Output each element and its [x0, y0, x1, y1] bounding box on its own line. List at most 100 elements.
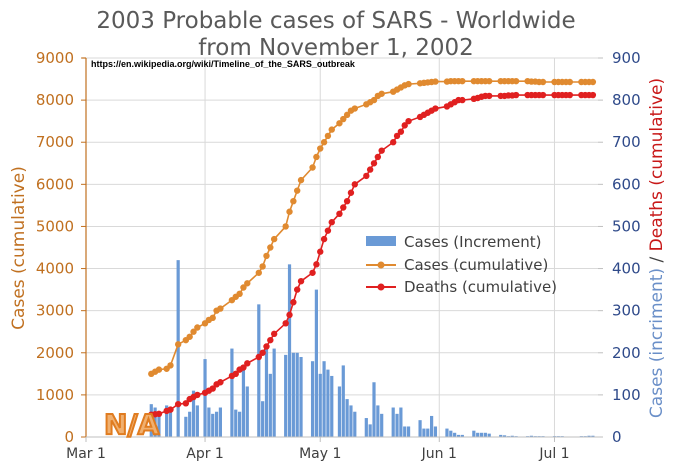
- increment-bar: [291, 352, 295, 437]
- deaths-cumulative-point: [340, 204, 347, 211]
- deaths-cumulative-point: [259, 349, 266, 356]
- increment-bar: [510, 435, 514, 437]
- deaths-cumulative-point: [397, 128, 405, 135]
- deaths-cumulative-point: [194, 391, 201, 399]
- right-tick-label: 200: [612, 344, 641, 362]
- right-tick-label: 500: [612, 217, 641, 235]
- deaths-cumulative-point: [539, 91, 547, 99]
- right-tick-label: 600: [612, 175, 641, 193]
- x-tick-label: Apr 1: [186, 446, 224, 462]
- right-tick-label: 0: [612, 428, 622, 446]
- increment-bar: [195, 405, 199, 437]
- deaths-cumulative-point: [351, 181, 358, 188]
- increment-bar: [238, 411, 242, 437]
- deaths-cumulative-point: [320, 235, 328, 243]
- increment-bar: [299, 356, 303, 437]
- deaths-cumulative-point: [155, 410, 163, 418]
- deaths-cumulative-point: [255, 353, 262, 361]
- increment-bar: [295, 352, 299, 437]
- deaths-cumulative-point: [309, 269, 316, 276]
- right-tick-label: 700: [612, 133, 641, 151]
- cases-cumulative-point: [194, 324, 201, 331]
- increment-bar: [330, 375, 334, 437]
- increment-bar: [230, 348, 234, 437]
- cases-cumulative-point: [236, 290, 243, 298]
- increment-bar: [214, 411, 219, 437]
- increment-bar: [426, 428, 430, 437]
- deaths-cumulative-point: [317, 248, 324, 255]
- legend-label-deaths: Deaths (cumulative): [404, 278, 557, 296]
- cases-cumulative-point: [282, 223, 289, 230]
- increment-bar: [176, 260, 180, 437]
- deaths-cumulative-point: [512, 91, 520, 99]
- cases-cumulative-line: [150, 80, 593, 375]
- source-url: https://en.wikipedia.org/wiki/Timeline_o…: [91, 59, 356, 69]
- left-tick-label: 3000: [36, 302, 74, 320]
- increment-bar: [326, 369, 330, 437]
- increment-bar: [168, 407, 173, 437]
- increment-bar: [403, 426, 407, 437]
- legend-label-cases: Cases (cumulative): [404, 256, 548, 274]
- cases-cumulative-point: [539, 78, 547, 86]
- deaths-cumulative-point: [240, 364, 247, 371]
- deaths-cumulative-point: [313, 261, 320, 268]
- right-axis-label-increment: Cases (incriment): [647, 268, 667, 418]
- right-axis-label-deaths: Deaths (cumulative): [647, 78, 667, 251]
- increment-bar: [445, 428, 449, 437]
- increment-bar: [284, 354, 288, 437]
- deaths-cumulative-point: [290, 299, 297, 306]
- cases-cumulative-point: [240, 284, 247, 291]
- increment-bar: [353, 411, 357, 437]
- increment-bar: [487, 433, 491, 437]
- right-axis-label-sep: /: [647, 251, 667, 268]
- chart-title-line1: 2003 Probable cases of SARS - Worldwide: [96, 8, 575, 34]
- cases-cumulative-point: [566, 78, 574, 86]
- deaths-cumulative-point: [244, 360, 251, 367]
- cases-cumulative-point: [255, 269, 262, 276]
- left-tick-label: 8000: [36, 91, 74, 109]
- increment-bar: [453, 432, 457, 437]
- increment-bar: [257, 304, 261, 437]
- increment-bar: [241, 369, 246, 437]
- deaths-cumulative-point: [232, 370, 239, 378]
- deaths-cumulative-point: [405, 117, 412, 125]
- left-tick-label: 4000: [36, 260, 74, 278]
- increment-bar: [322, 361, 326, 437]
- increment-bar: [149, 404, 153, 437]
- deaths-cumulative-point: [343, 197, 351, 205]
- increment-bar: [449, 430, 453, 437]
- increment-bar: [184, 416, 188, 437]
- cases-cumulative-point: [343, 111, 351, 119]
- increment-bar: [391, 407, 395, 437]
- increment-bar: [591, 435, 595, 437]
- cases-cumulative-point: [174, 341, 182, 348]
- increment-bar: [483, 432, 487, 437]
- left-tick-label: 9000: [36, 49, 74, 67]
- legend-swatch-increment: [366, 236, 396, 246]
- deaths-cumulative-point: [363, 172, 370, 180]
- cases-cumulative-point: [259, 263, 266, 270]
- deaths-cumulative-point: [374, 153, 382, 161]
- deaths-cumulative-line: [151, 94, 593, 416]
- cases-cumulative-point: [336, 120, 343, 127]
- increment-bar: [587, 435, 591, 437]
- deaths-cumulative-point: [328, 219, 335, 226]
- x-tick-label: May 1: [299, 446, 341, 462]
- deaths-cumulative-point: [286, 311, 293, 319]
- right-tick-label: 300: [612, 302, 641, 320]
- left-tick-label: 0: [64, 428, 74, 446]
- deaths-cumulative-series: [148, 91, 597, 418]
- left-tick-label: 2000: [36, 344, 74, 362]
- deaths-cumulative-point: [589, 91, 597, 99]
- axes: 0 1000 2000 3000 4000 5000 6000 7000 8000 9000 0 10…: [36, 49, 641, 462]
- cases-cumulative-point: [290, 197, 297, 205]
- legend-label-increment: Cases (Increment): [404, 233, 541, 251]
- increment-bar: [337, 386, 342, 437]
- increment-bar: [476, 432, 480, 437]
- increment-bar: [207, 407, 211, 437]
- increment-bar: [376, 405, 380, 437]
- cases-cumulative-point: [370, 96, 378, 104]
- increment-bar: [456, 434, 461, 437]
- deaths-cumulative-point: [270, 330, 278, 338]
